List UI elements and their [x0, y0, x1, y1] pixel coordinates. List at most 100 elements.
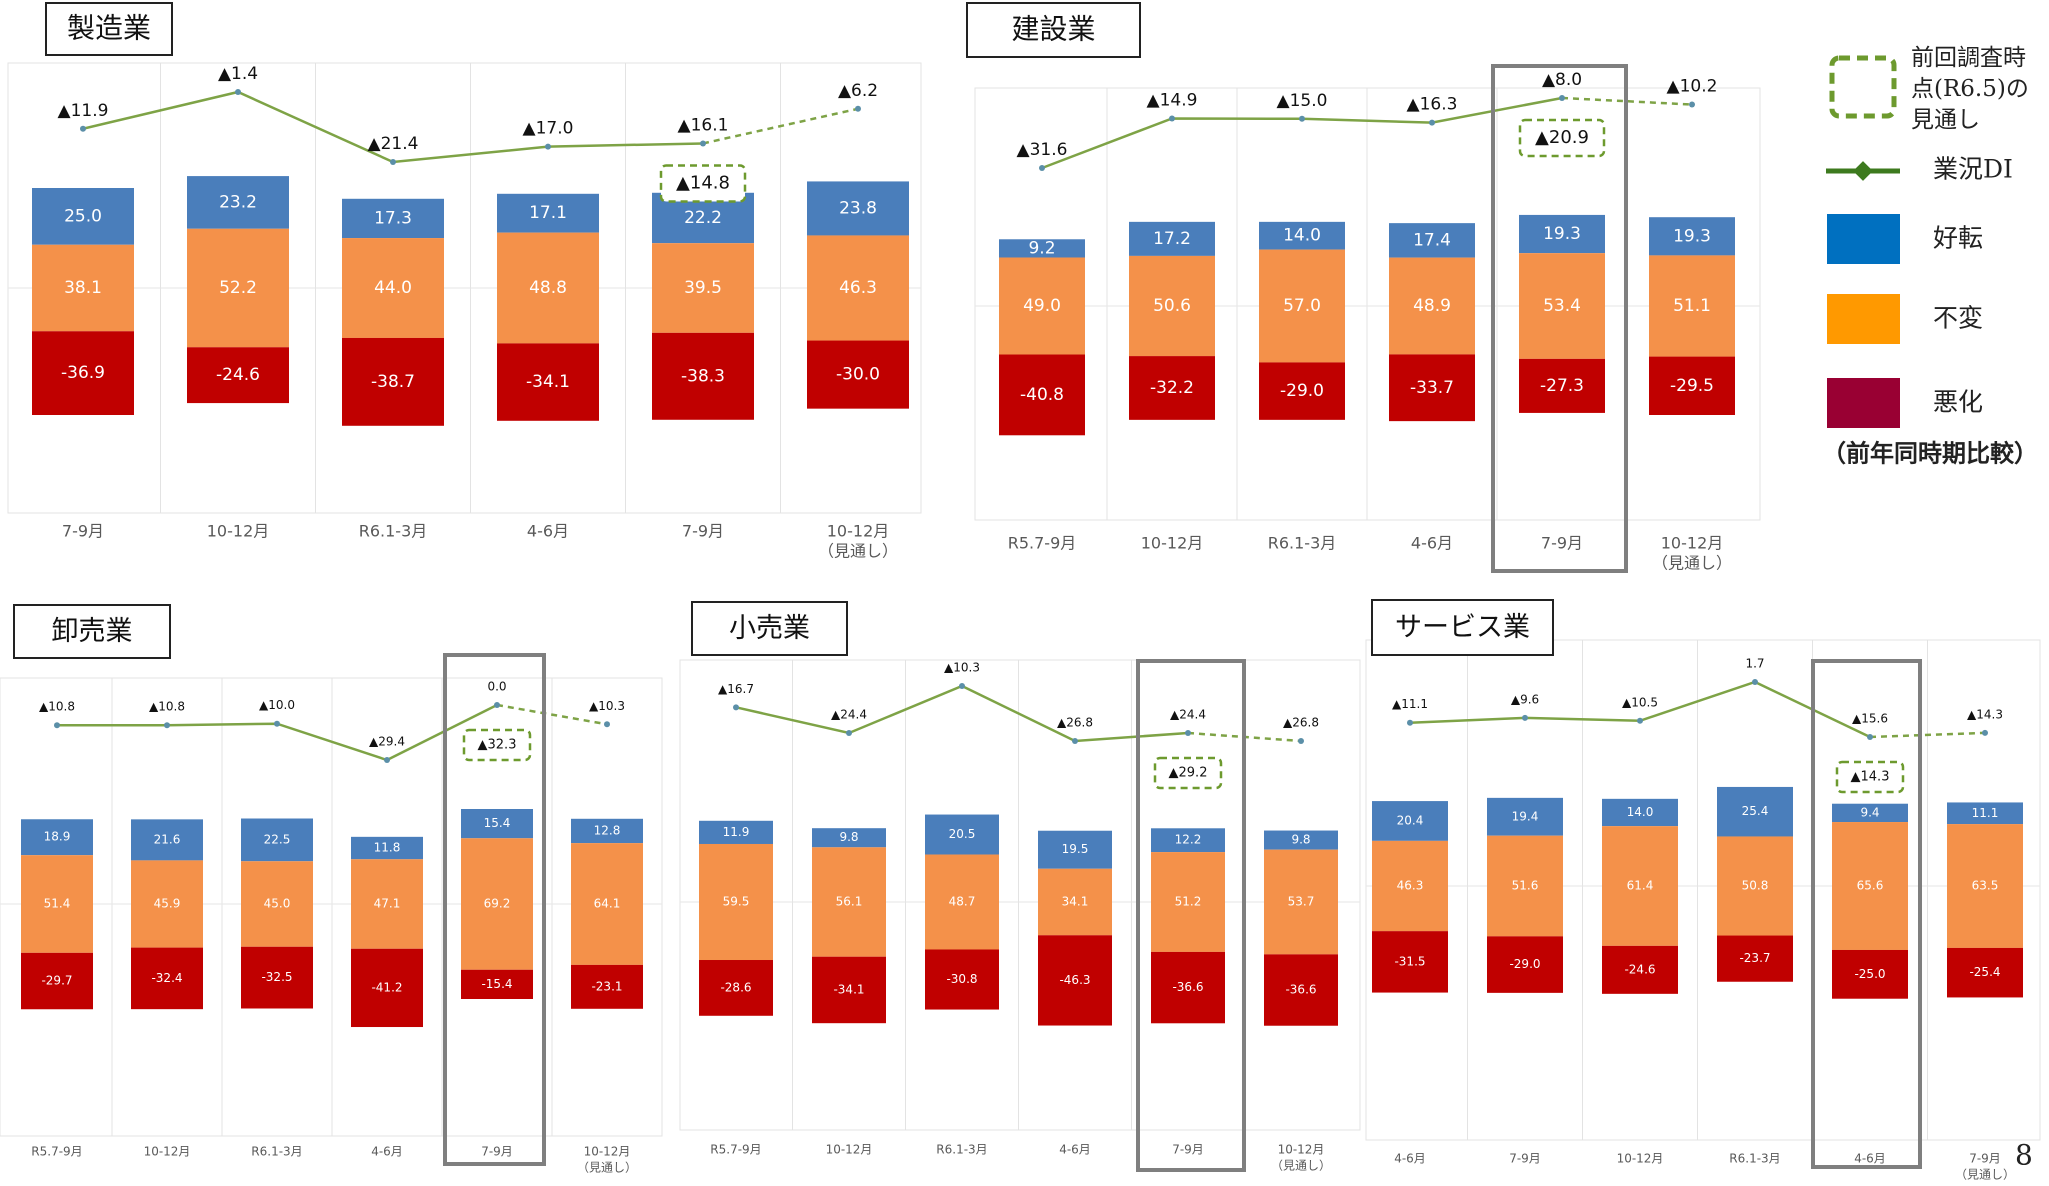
bar-worsen	[187, 347, 289, 404]
category-label: 10-12月	[1617, 1152, 1664, 1166]
label-unchanged: 46.3	[839, 278, 877, 298]
category-label: （見通し）	[1271, 1159, 1331, 1173]
bar-worsen	[1264, 954, 1338, 1026]
bar-improve	[187, 176, 289, 229]
category-label: 10-12月	[1141, 534, 1204, 553]
label-worsen: -29.0	[1509, 957, 1540, 971]
di-value-label: ▲10.8	[39, 700, 75, 714]
label-unchanged: 50.8	[1742, 879, 1769, 893]
label-worsen: -29.7	[41, 974, 72, 988]
di-point	[1072, 738, 1078, 744]
bar-worsen	[351, 948, 423, 1028]
bar-unchanged	[1264, 849, 1338, 955]
label-improve: 9.4	[1860, 805, 1879, 819]
label-worsen: -30.8	[946, 972, 977, 986]
label-worsen: -29.5	[1670, 376, 1714, 396]
bar-worsen	[497, 343, 599, 421]
bar-improve	[1947, 802, 2023, 825]
legend-di-marker-icon	[1853, 161, 1873, 181]
bar-unchanged	[1151, 852, 1225, 952]
label-improve: 12.2	[1175, 833, 1202, 847]
bar-improve	[131, 819, 203, 861]
label-unchanged: 51.1	[1673, 296, 1711, 316]
di-value-label: ▲11.9	[58, 101, 109, 121]
label-improve: 14.0	[1627, 805, 1654, 819]
di-forecast-line	[496, 703, 608, 726]
label-improve: 22.2	[684, 208, 722, 228]
di-value-label: ▲29.4	[369, 735, 405, 749]
di-value-label: ▲21.4	[368, 134, 419, 154]
label-unchanged: 44.0	[374, 278, 412, 298]
di-value-label: ▲16.1	[678, 115, 729, 135]
label-improve: 17.4	[1413, 230, 1451, 250]
label-unchanged: 49.0	[1023, 296, 1061, 316]
label-unchanged: 52.2	[219, 278, 257, 298]
label-worsen: -34.1	[526, 372, 570, 392]
di-value-label: ▲10.2	[1667, 77, 1718, 97]
di-value-label: ▲16.7	[718, 682, 754, 696]
legend-worsen-swatch	[1827, 378, 1900, 428]
di-value-label: ▲24.4	[831, 708, 867, 722]
di-value-label: ▲15.6	[1852, 712, 1888, 726]
bar-worsen	[699, 960, 773, 1016]
category-label: （見通し）	[577, 1161, 637, 1175]
di-point	[494, 702, 500, 708]
label-unchanged: 65.6	[1857, 879, 1884, 893]
bar-worsen	[1151, 951, 1225, 1024]
bar-improve	[1129, 221, 1215, 256]
category-label: 7-9月	[1509, 1152, 1541, 1166]
label-worsen: -27.3	[1540, 376, 1584, 396]
bar-improve	[1259, 221, 1345, 250]
di-point	[604, 721, 610, 728]
category-label: 4-6月	[527, 522, 569, 541]
bar-worsen	[1519, 358, 1605, 413]
bar-worsen	[1372, 931, 1448, 993]
bar-unchanged	[571, 843, 643, 965]
category-label: 4-6月	[371, 1145, 403, 1159]
di-point	[274, 720, 280, 727]
bar-improve	[571, 818, 643, 844]
di-point	[390, 159, 396, 165]
label-unchanged: 63.5	[1972, 879, 1999, 893]
label-worsen: -30.0	[836, 365, 880, 385]
chart-title: 卸売業	[52, 616, 133, 647]
label-worsen: -34.1	[833, 982, 864, 996]
label-worsen: -28.6	[720, 980, 751, 994]
di-point	[1429, 119, 1435, 126]
label-unchanged: 51.2	[1175, 895, 1202, 909]
chart-4: 小売業 11.9 59.5 -28.6 R5.7-9月 9.8 56.1 -34.1 10-12…	[679, 601, 1361, 1173]
prev-forecast-box	[1518, 118, 1606, 158]
bar-worsen	[21, 952, 93, 1010]
category-label: R5.7-9月	[1008, 534, 1077, 553]
bar-improve	[351, 836, 423, 860]
category-label: 4-6月	[1411, 534, 1453, 553]
di-value-label: ▲9.6	[1511, 692, 1539, 706]
bar-improve	[999, 239, 1085, 258]
category-label: 10-12月	[1278, 1143, 1325, 1157]
bar-worsen	[1259, 362, 1345, 420]
category-label: 7-9月	[1172, 1143, 1204, 1157]
bar-worsen	[1832, 949, 1908, 999]
label-worsen: -38.7	[371, 372, 415, 392]
bar-unchanged	[699, 843, 773, 961]
chart-5: サービス業 20.4 46.3 -31.5 4-6月 19.4 51.6 -29.0 7-9月 1…	[1365, 599, 2041, 1182]
label-worsen: -29.0	[1280, 381, 1324, 401]
label-unchanged: 38.1	[64, 278, 102, 298]
di-forecast-line	[702, 107, 859, 145]
label-unchanged: 53.7	[1288, 895, 1315, 909]
category-label: 10-12月	[207, 522, 270, 541]
label-unchanged: 48.7	[949, 895, 976, 909]
di-point	[1185, 730, 1191, 736]
di-point	[384, 757, 390, 763]
label-improve: 25.4	[1742, 804, 1769, 818]
plot-area	[679, 659, 1361, 1131]
bar-unchanged	[1519, 253, 1605, 359]
di-point	[1407, 719, 1413, 726]
prev-forecast-value: ▲14.3	[1851, 770, 1890, 785]
label-worsen: -36.6	[1172, 980, 1203, 994]
label-improve: 20.5	[949, 827, 976, 841]
label-worsen: -32.2	[1150, 378, 1194, 398]
label-improve: 11.9	[723, 825, 750, 839]
legend-unchanged-swatch	[1827, 294, 1900, 344]
